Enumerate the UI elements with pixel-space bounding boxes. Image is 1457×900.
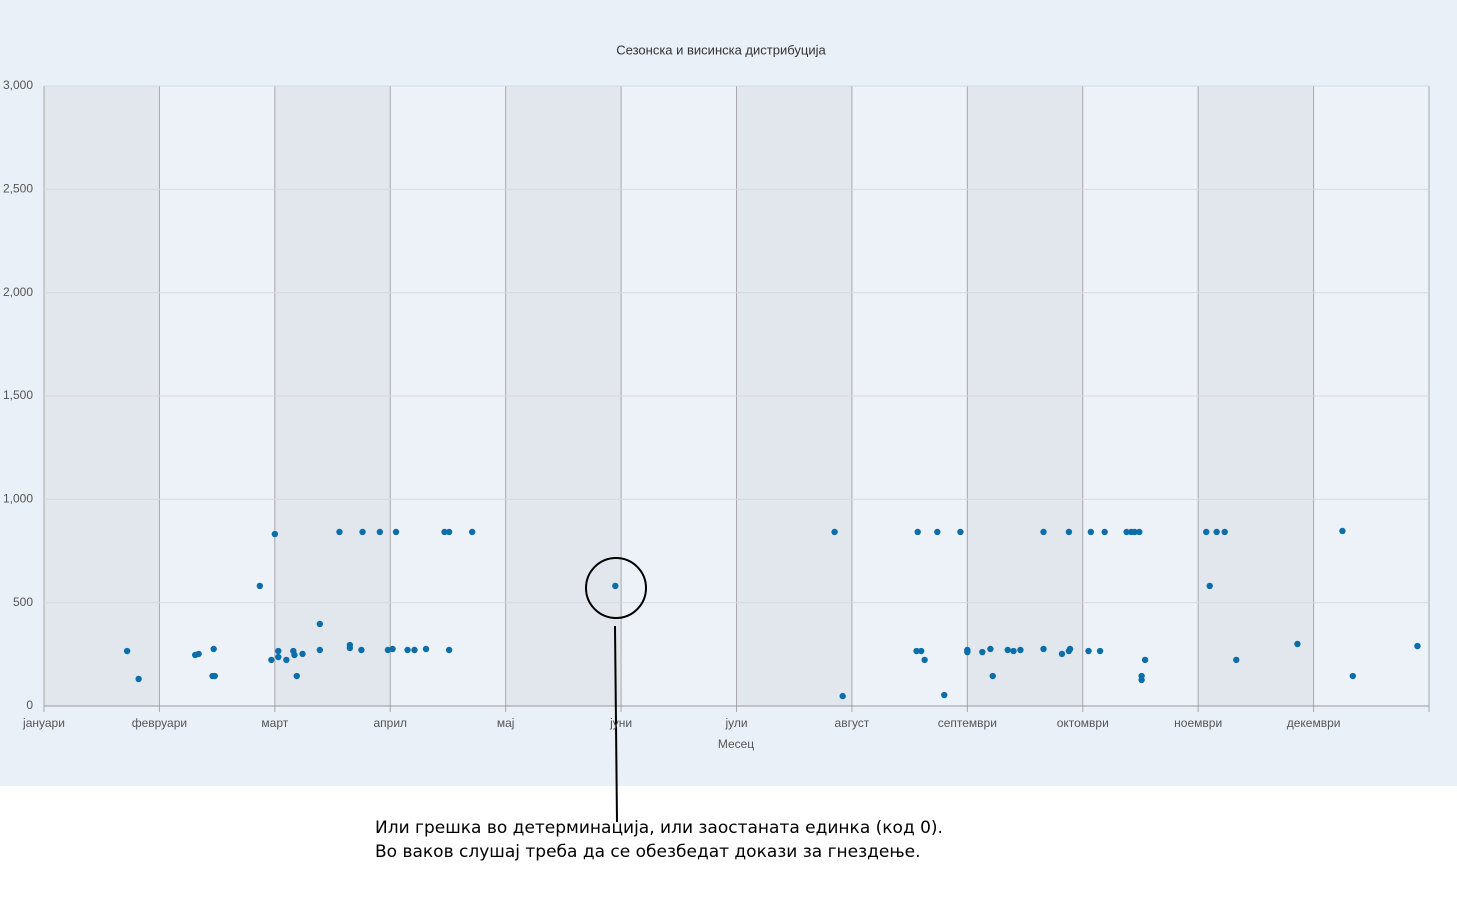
data-point (1065, 528, 1073, 536)
data-point (422, 645, 430, 653)
x-tick-label: февруари (132, 716, 187, 730)
data-point (1414, 642, 1421, 650)
data-point (123, 647, 131, 655)
data-point (1087, 528, 1095, 536)
data-point (987, 645, 994, 653)
data-point (612, 582, 619, 590)
data-point (979, 648, 986, 656)
data-point (989, 672, 996, 680)
data-point (411, 646, 418, 654)
data-point (336, 528, 343, 536)
data-point (921, 656, 928, 664)
data-point (1339, 527, 1346, 535)
data-point (404, 646, 411, 654)
data-point (1123, 528, 1130, 536)
data-point (1233, 656, 1240, 664)
annotation-text: Или грешка во детерминација, или заостан… (375, 818, 943, 838)
x-tick-label: октомври (1057, 716, 1109, 730)
data-point (346, 644, 354, 652)
data-point (831, 528, 838, 536)
data-point (839, 692, 846, 700)
annotation-line (614, 625, 618, 823)
data-point (293, 672, 300, 680)
data-point (1349, 672, 1357, 680)
data-point (1136, 528, 1143, 536)
data-point (1010, 647, 1017, 655)
x-tick-label: јуни (609, 716, 632, 730)
data-point (1138, 676, 1145, 684)
data-point (445, 646, 453, 654)
data-point (291, 651, 298, 659)
data-point (1066, 645, 1074, 653)
data-point (1221, 528, 1228, 536)
data-point (1131, 528, 1138, 536)
data-point (211, 672, 219, 680)
data-point (964, 648, 971, 656)
annotation-circle (585, 557, 647, 619)
data-point (316, 620, 324, 628)
data-point (195, 650, 202, 658)
data-point (268, 656, 275, 664)
y-tick-label: 1,500 (3, 388, 33, 402)
data-point (914, 528, 921, 536)
data-point (299, 650, 306, 658)
data-point (1096, 647, 1104, 655)
annotation-text: Во ваков слушај треба да се обезбедат до… (375, 842, 921, 862)
data-point (1040, 528, 1047, 536)
data-point (941, 691, 948, 699)
data-point (1141, 656, 1149, 664)
data-point (392, 528, 400, 536)
data-point (1085, 647, 1092, 655)
data-point (1058, 650, 1066, 658)
x-tick-label: септември (938, 716, 997, 730)
y-tick-label: 0 (26, 698, 33, 712)
data-point (256, 582, 264, 590)
data-point (1101, 528, 1108, 536)
data-point (913, 647, 920, 655)
data-point (1004, 646, 1011, 654)
data-point (210, 645, 217, 653)
data-point (468, 528, 476, 536)
data-point (316, 646, 324, 654)
y-tick-label: 3,000 (3, 78, 33, 92)
chart-title: Сезонска и висинска дистрибуција (616, 42, 826, 57)
data-point (1294, 640, 1301, 648)
data-point (441, 528, 448, 536)
data-point (917, 647, 925, 655)
data-point (275, 647, 282, 655)
data-point (135, 675, 142, 683)
x-tick-label: мај (497, 716, 515, 730)
data-point (389, 645, 396, 653)
data-point (1213, 528, 1220, 536)
data-point (358, 646, 365, 654)
data-point (283, 656, 290, 664)
y-tick-label: 1,000 (3, 492, 33, 506)
data-point (359, 528, 366, 536)
x-tick-label: јули (724, 716, 747, 730)
data-point (275, 653, 282, 661)
data-point (1206, 582, 1213, 590)
y-tick-label: 2,000 (3, 285, 33, 299)
x-tick-label: јануари (22, 716, 65, 730)
data-point (445, 528, 453, 536)
data-point (957, 528, 964, 536)
x-tick-label: април (373, 716, 407, 730)
data-point (1203, 528, 1210, 536)
y-tick-label: 2,500 (3, 182, 33, 196)
x-tick-label: август (835, 716, 870, 730)
x-tick-label: декември (1287, 716, 1341, 730)
x-tick-label: март (261, 716, 288, 730)
data-point (1040, 645, 1047, 653)
data-point (271, 530, 279, 538)
y-tick-label: 500 (13, 595, 33, 609)
data-point (376, 528, 384, 536)
x-axis-title: Месец (718, 737, 754, 751)
x-tick-label: ноември (1174, 716, 1222, 730)
data-point (934, 528, 941, 536)
data-point (1017, 646, 1024, 654)
